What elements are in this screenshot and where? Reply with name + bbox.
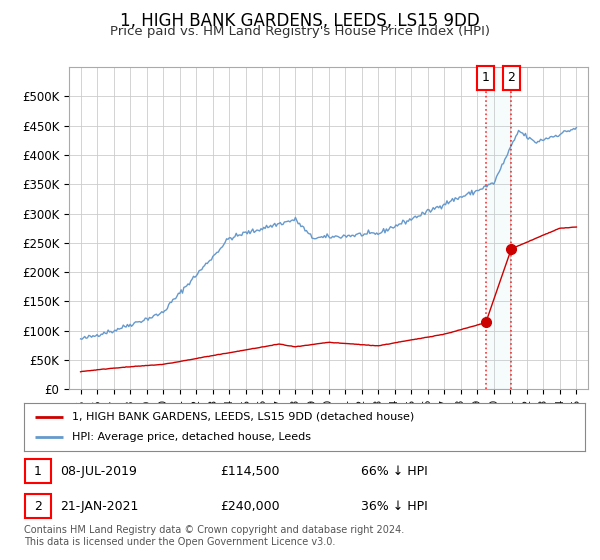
Text: 2: 2 — [508, 72, 515, 85]
Text: Contains HM Land Registry data © Crown copyright and database right 2024.
This d: Contains HM Land Registry data © Crown c… — [24, 525, 404, 547]
Text: £114,500: £114,500 — [220, 465, 280, 478]
Text: Price paid vs. HM Land Registry's House Price Index (HPI): Price paid vs. HM Land Registry's House … — [110, 25, 490, 38]
Text: 1, HIGH BANK GARDENS, LEEDS, LS15 9DD: 1, HIGH BANK GARDENS, LEEDS, LS15 9DD — [120, 12, 480, 30]
Text: 08-JUL-2019: 08-JUL-2019 — [61, 465, 137, 478]
Text: HPI: Average price, detached house, Leeds: HPI: Average price, detached house, Leed… — [71, 432, 311, 442]
FancyBboxPatch shape — [25, 459, 50, 483]
Text: 1, HIGH BANK GARDENS, LEEDS, LS15 9DD (detached house): 1, HIGH BANK GARDENS, LEEDS, LS15 9DD (d… — [71, 412, 414, 422]
Text: 1: 1 — [34, 465, 42, 478]
Bar — [486, 67, 511, 389]
Text: 21-JAN-2021: 21-JAN-2021 — [61, 500, 139, 512]
Text: 1: 1 — [482, 72, 490, 85]
Text: 66% ↓ HPI: 66% ↓ HPI — [361, 465, 427, 478]
Text: 2: 2 — [34, 500, 42, 512]
FancyBboxPatch shape — [25, 494, 50, 519]
Text: 36% ↓ HPI: 36% ↓ HPI — [361, 500, 427, 512]
Text: £240,000: £240,000 — [220, 500, 280, 512]
